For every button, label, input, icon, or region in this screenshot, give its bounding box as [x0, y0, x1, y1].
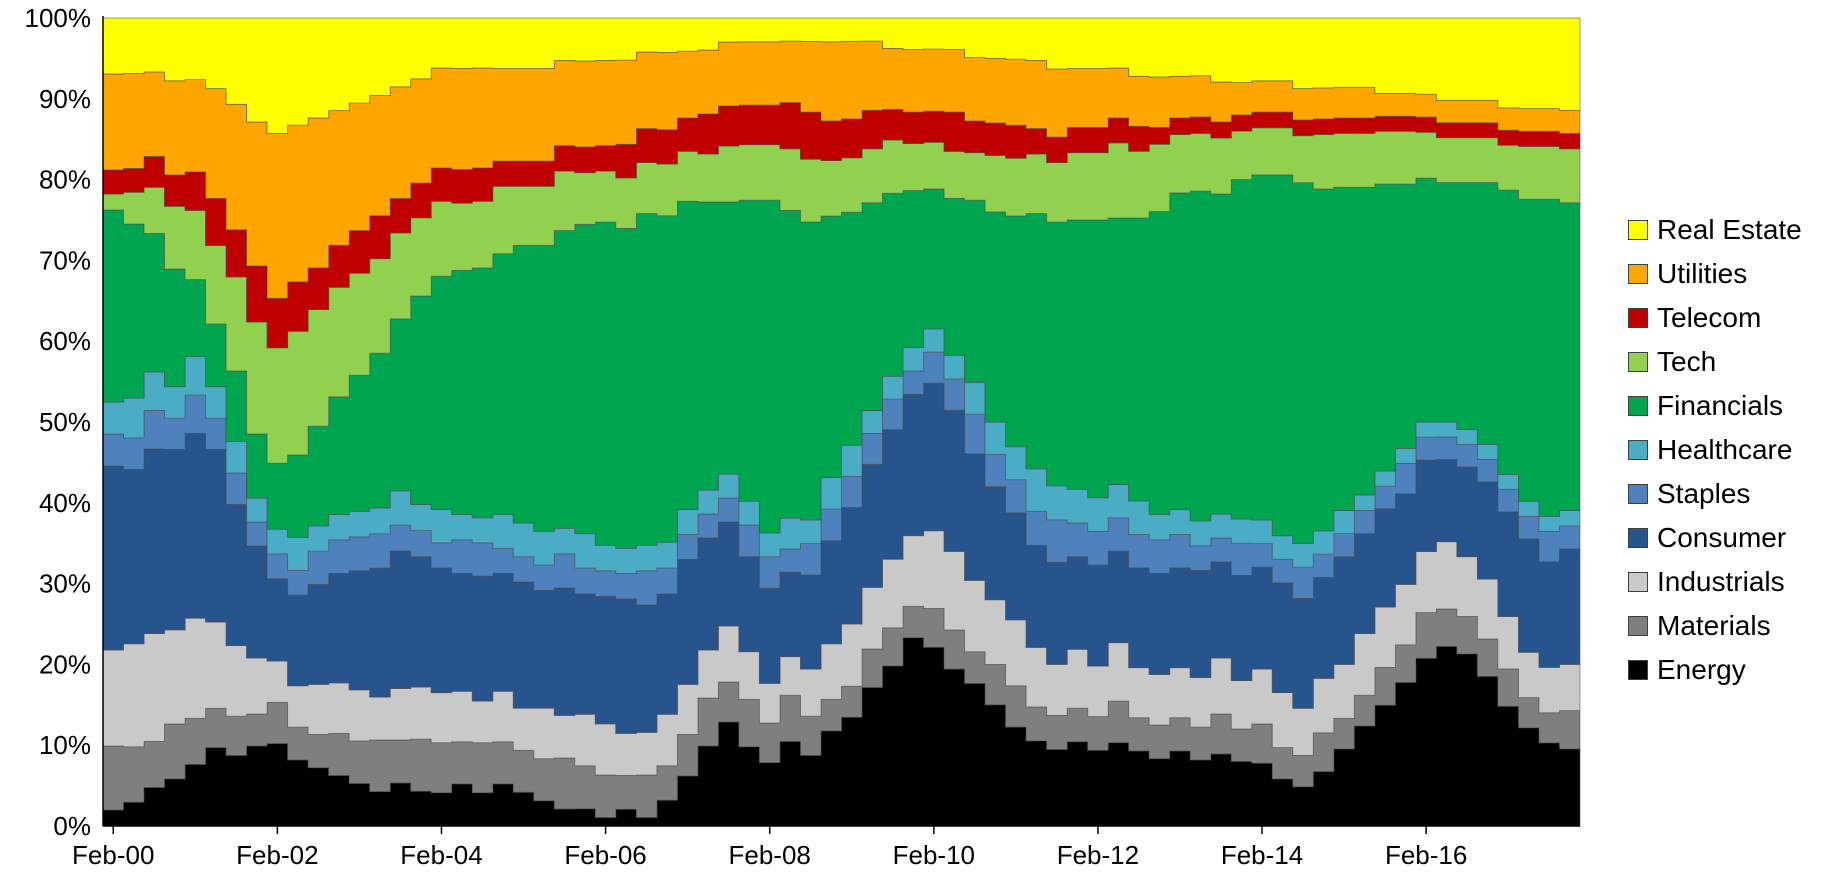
legend-label-healthcare: Healthcare: [1657, 434, 1793, 465]
legend-swatch-materials: [1628, 616, 1648, 636]
legend-swatch-utilities: [1628, 264, 1648, 284]
x-axis-label: Feb-16: [1385, 840, 1467, 870]
legend-label-real_estate: Real Estate: [1657, 214, 1802, 245]
y-axis-label: 60%: [39, 326, 91, 356]
area-real_estate: [102, 17, 1581, 134]
legend-item-materials: Materials: [1628, 604, 1802, 648]
legend-item-tech: Tech: [1628, 340, 1802, 384]
x-axis-label: Feb-00: [72, 840, 154, 870]
y-axis-label: 20%: [39, 649, 91, 679]
legend-swatch-industrials: [1628, 572, 1648, 592]
legend-label-industrials: Industrials: [1657, 566, 1785, 597]
legend-item-telecom: Telecom: [1628, 296, 1802, 340]
legend-item-real_estate: Real Estate: [1628, 208, 1802, 252]
legend-swatch-staples: [1628, 484, 1648, 504]
legend-item-financials: Financials: [1628, 384, 1802, 428]
y-axis-label: 50%: [39, 407, 91, 437]
x-axis-label: Feb-12: [1057, 840, 1139, 870]
y-axis-label: 0%: [53, 811, 91, 841]
y-axis-label: 100%: [25, 3, 92, 33]
x-axis-label: Feb-02: [236, 840, 318, 870]
legend-swatch-consumer: [1628, 528, 1648, 548]
y-axis-label: 90%: [39, 84, 91, 114]
y-axis-label: 10%: [39, 730, 91, 760]
legend-swatch-real_estate: [1628, 220, 1648, 240]
y-axis-label: 80%: [39, 165, 91, 195]
legend-swatch-energy: [1628, 660, 1648, 680]
legend-swatch-tech: [1628, 352, 1648, 372]
legend-label-energy: Energy: [1657, 654, 1746, 685]
legend-item-consumer: Consumer: [1628, 516, 1802, 560]
chart-legend: Real Estate Utilities Telecom Tech Financial…: [1628, 208, 1802, 692]
legend-swatch-financials: [1628, 396, 1648, 416]
legend-label-staples: Staples: [1657, 478, 1751, 509]
x-axis-label: Feb-14: [1221, 840, 1303, 870]
y-axis-label: 70%: [39, 245, 91, 275]
legend-label-consumer: Consumer: [1657, 522, 1787, 553]
x-axis-label: Feb-06: [564, 840, 646, 870]
x-axis-label: Feb-10: [893, 840, 975, 870]
legend-item-energy: Energy: [1628, 648, 1802, 692]
legend-label-materials: Materials: [1657, 610, 1771, 641]
legend-label-financials: Financials: [1657, 390, 1784, 421]
legend-item-utilities: Utilities: [1628, 252, 1802, 296]
y-axis-label: 30%: [39, 569, 91, 599]
legend-item-healthcare: Healthcare: [1628, 428, 1802, 472]
legend-label-telecom: Telecom: [1657, 302, 1762, 333]
y-axis-label: 40%: [39, 488, 91, 518]
legend-label-utilities: Utilities: [1657, 258, 1748, 289]
x-axis-label: Feb-08: [729, 840, 811, 870]
legend-item-industrials: Industrials: [1628, 560, 1802, 604]
legend-swatch-telecom: [1628, 308, 1648, 328]
legend-item-staples: Staples: [1628, 472, 1802, 516]
legend-label-tech: Tech: [1657, 346, 1717, 377]
x-axis-label: Feb-04: [400, 840, 482, 870]
legend-swatch-healthcare: [1628, 440, 1648, 460]
